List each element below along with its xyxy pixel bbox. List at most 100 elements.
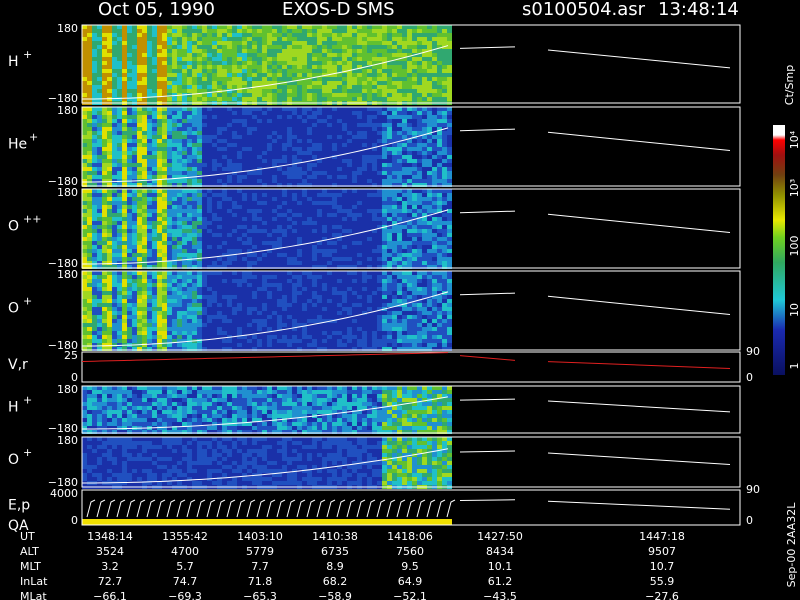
cell [132,299,137,303]
cell [92,261,97,265]
cell [242,179,247,183]
cell [97,159,102,163]
cell [322,33,327,37]
cell [177,147,182,151]
cell [82,221,87,225]
cell [107,279,112,283]
cell [437,107,442,111]
cell [357,147,362,151]
cell [172,93,177,97]
cell [102,197,107,201]
cell [287,37,292,41]
cell [372,193,377,197]
cell [192,119,197,123]
cell [442,33,447,37]
cell [397,85,402,89]
cell [157,209,162,213]
cell [342,69,347,73]
cell [162,123,167,127]
cell [162,303,167,307]
cell [172,85,177,89]
cell [362,85,367,89]
cell [82,291,87,295]
cell [407,115,412,119]
cell [232,41,237,45]
cell [342,163,347,167]
cell [417,189,422,193]
cell [342,237,347,241]
cell [172,25,177,29]
cell [332,201,337,205]
cell [197,123,202,127]
cell [237,245,242,249]
cell [292,233,297,237]
cell [422,179,427,183]
cell [307,93,312,97]
cell [172,107,177,111]
cell [152,171,157,175]
cell [82,53,87,57]
cell [142,287,147,291]
cell [232,209,237,213]
cell [127,29,132,33]
cell [132,249,137,253]
cell [172,339,177,343]
cell [137,147,142,151]
cell [307,107,312,111]
cell [367,261,372,265]
cell [302,45,307,49]
cell [187,241,192,245]
cell [332,155,337,159]
cell [287,97,292,101]
cell [217,335,222,339]
cell [192,303,197,307]
cell [232,115,237,119]
cell [222,229,227,233]
cell [242,107,247,111]
cell [92,319,97,323]
cell [112,233,117,237]
cell [282,25,287,29]
cell [82,205,87,209]
cell [377,253,382,257]
cell [302,163,307,167]
cell [207,209,212,213]
cell [167,205,172,209]
cell [87,299,92,303]
cell [142,127,147,131]
cell [92,271,97,275]
cell [237,73,242,77]
cell [392,33,397,37]
cell [87,155,92,159]
cell [82,331,87,335]
cell [377,225,382,229]
cell [157,303,162,307]
cell [132,41,137,45]
cell [147,283,152,287]
cell [367,135,372,139]
cell [312,225,317,229]
cell [242,193,247,197]
cell [382,45,387,49]
cell [147,221,152,225]
cell [427,107,432,111]
cell [187,229,192,233]
cell [257,213,262,217]
cell [442,155,447,159]
cell [107,299,112,303]
cell [262,135,267,139]
cell [117,253,122,257]
cell [362,159,367,163]
cell [377,131,382,135]
cell [122,287,127,291]
cell [157,275,162,279]
cell [82,119,87,123]
cell [202,81,207,85]
cell [352,261,357,265]
cell [137,335,142,339]
cell [302,143,307,147]
cell [372,241,377,245]
cell [157,197,162,201]
cell [402,53,407,57]
cell [277,163,282,167]
